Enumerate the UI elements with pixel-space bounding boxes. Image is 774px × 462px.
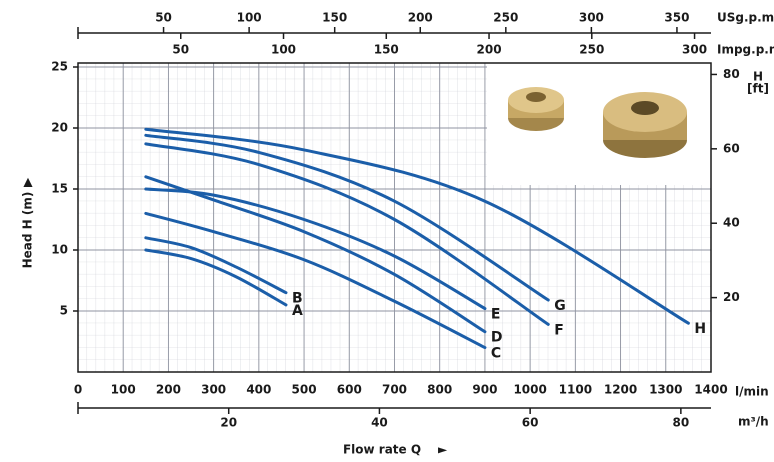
x-tick-label: 100	[111, 383, 136, 397]
x2-tick-label: 80	[673, 416, 690, 430]
x-tick-label: 200	[156, 383, 181, 397]
x-tick-label: 400	[246, 383, 271, 397]
x-tick-label: 1300	[649, 383, 682, 397]
y2-label: [ft]	[747, 82, 769, 96]
top-tick-label: 50	[155, 11, 172, 25]
x-tick-label: 900	[472, 383, 497, 397]
x-tick-label: 800	[427, 383, 452, 397]
curve-label: A	[292, 303, 303, 319]
top-tick-label: 350	[664, 11, 689, 25]
curve-label: C	[491, 346, 501, 362]
x-tick-label: 500	[292, 383, 317, 397]
y2-tick-label: 20	[723, 290, 740, 304]
y-tick-label: 15	[51, 182, 68, 196]
y-tick-label: 20	[51, 121, 68, 135]
x-axis-label: Flow rate Q	[343, 443, 421, 457]
x2-tick-label: 20	[220, 416, 237, 430]
top-tick-label: 250	[493, 11, 518, 25]
x2-axis-label: m³/h	[738, 415, 769, 429]
top-tick-label: 300	[579, 11, 604, 25]
x2-tick-label: 40	[371, 416, 388, 430]
top-tick-label: 200	[477, 43, 502, 57]
curve	[144, 236, 288, 295]
x-tick-label: 1100	[559, 383, 592, 397]
x-tick-label: 1200	[604, 383, 637, 397]
curve-label: F	[554, 322, 564, 338]
x-tick-label: 1400	[694, 383, 727, 397]
y-tick-label: 5	[60, 304, 68, 318]
x-tick-label: 0	[74, 383, 82, 397]
x-tick-label: 300	[201, 383, 226, 397]
impeller-small	[508, 87, 564, 131]
y-axis-arrow: ▲	[23, 175, 33, 189]
curve	[144, 211, 487, 350]
y2-tick-label: 60	[723, 141, 740, 155]
curve-label: D	[491, 330, 503, 346]
top-tick-label: 150	[374, 43, 399, 57]
y-tick-label: 25	[51, 60, 68, 74]
x-axis-unit: l/min	[735, 385, 769, 399]
x-axis-arrow: ►	[438, 443, 448, 457]
x-tick-label: 600	[337, 383, 362, 397]
top-tick-label: 100	[271, 43, 296, 57]
curve	[144, 127, 690, 325]
impeller-large	[603, 92, 687, 158]
top-tick-label: 100	[237, 11, 262, 25]
y-tick-label: 10	[51, 243, 68, 257]
y2-label: H	[753, 70, 763, 84]
plot-frame	[77, 62, 712, 373]
top-tick-label: 300	[682, 43, 707, 57]
x-tick-label: 700	[382, 383, 407, 397]
y2-tick-label: 80	[723, 67, 740, 81]
curve-label: H	[694, 321, 706, 337]
top-tick-label: 50	[172, 43, 189, 57]
curve-label: G	[554, 298, 566, 314]
top-tick-label: 250	[579, 43, 604, 57]
top-axis-label: Impg.p.m	[717, 43, 774, 57]
x-tick-label: 1000	[513, 383, 546, 397]
curve	[144, 187, 487, 311]
curve	[144, 142, 550, 326]
top-tick-label: 150	[322, 11, 347, 25]
curve	[144, 248, 288, 307]
top-axis-label: USg.p.m	[717, 11, 774, 25]
curve	[144, 175, 487, 334]
curve-label: B	[292, 291, 303, 307]
top-tick-label: 200	[408, 11, 433, 25]
y-axis-label: Head H (m)	[21, 192, 35, 269]
curve	[144, 133, 550, 302]
y2-tick-label: 40	[723, 216, 740, 230]
x2-tick-label: 60	[522, 416, 539, 430]
curve-label: E	[491, 307, 501, 323]
